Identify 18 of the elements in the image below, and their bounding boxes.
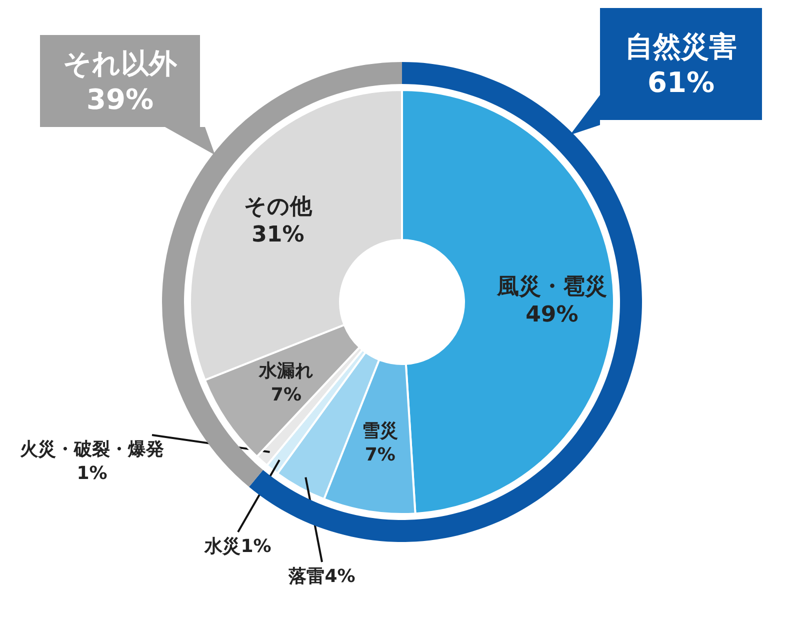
slice-label: 水災: [204, 536, 241, 557]
data-label: 7%: [270, 384, 302, 406]
data-label: 4%: [324, 566, 356, 587]
slice-label: 落雷: [288, 566, 325, 587]
data-label: 61%: [647, 66, 715, 99]
slice-label: 雪災: [362, 420, 398, 442]
slice-label: 自然災害: [625, 30, 737, 63]
data-label: 7%: [364, 444, 396, 466]
data-label: 49%: [526, 302, 578, 328]
slice-label: それ以外: [63, 47, 178, 80]
slice-label: その他: [244, 194, 313, 220]
data-label: 39%: [86, 83, 154, 116]
slice-label: 火災・破裂・爆発: [19, 439, 164, 460]
data-label: 1%: [240, 536, 272, 557]
slice-label: 風災・雹災: [496, 274, 607, 300]
data-label: 31%: [252, 222, 304, 248]
slice-label: 水漏れ: [258, 360, 314, 382]
data-label: 1%: [76, 463, 108, 484]
